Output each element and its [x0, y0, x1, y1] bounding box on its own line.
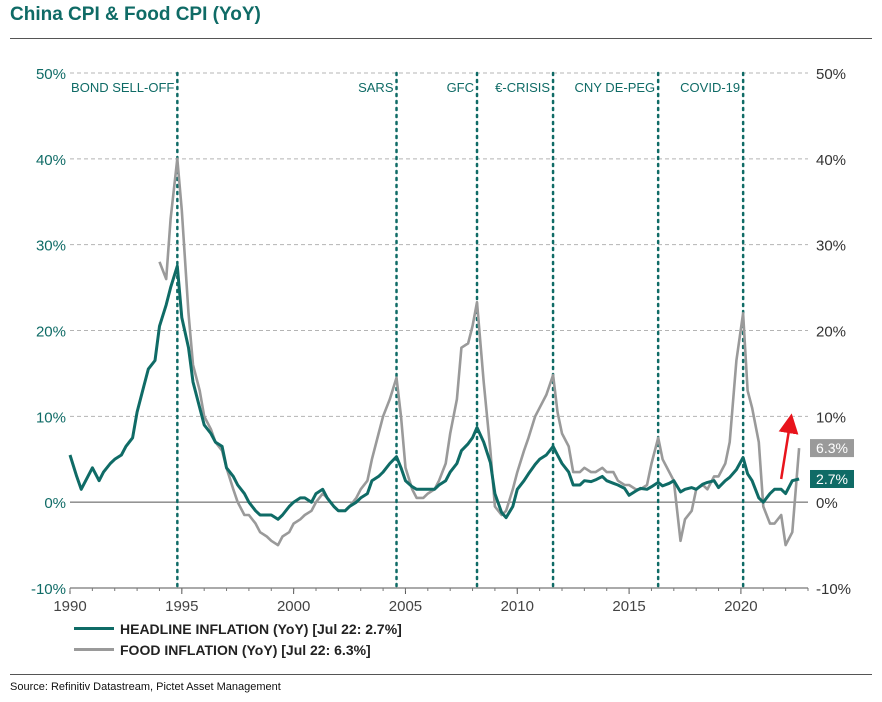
x-tick-label: 2010: [501, 598, 534, 615]
y-tick-label-left: 0%: [44, 495, 66, 512]
event-label: CNY DE-PEG: [574, 80, 655, 95]
x-tick-label: 1990: [53, 598, 86, 615]
chart-svg: -10% -10% 0% 0% 10% 10% 20% 20% 30% 30% 40% 40% 50% 5…: [31, 66, 854, 615]
headline-end-label: 2.7%: [816, 471, 848, 487]
y-tick-label-right: 50%: [816, 66, 846, 83]
legend-swatch-headline: [74, 627, 114, 630]
trend-arrow: [778, 413, 799, 480]
y-tick-label-right: 0%: [816, 495, 838, 512]
event-label: BOND SELL-OFF: [71, 80, 174, 95]
legend-label-headline: HEADLINE INFLATION (YoY) [Jul 22: 2.7%]: [120, 620, 402, 637]
x-tick-label: 2005: [389, 598, 422, 615]
chart-title: China CPI & Food CPI (YoY): [10, 4, 261, 25]
y-tick-label-left: 50%: [36, 66, 66, 83]
y-tick-label-right: 10%: [816, 409, 846, 426]
legend-item-food: FOOD INFLATION (YoY) [Jul 22: 6.3%]: [74, 639, 402, 660]
event-label: SARS: [358, 80, 394, 95]
title-divider: [10, 38, 872, 39]
legend-label-food: FOOD INFLATION (YoY) [Jul 22: 6.3%]: [120, 641, 371, 658]
source-note: Source: Refinitiv Datastream, Pictet Ass…: [10, 681, 281, 693]
series-lines: [68, 157, 801, 547]
y-tick-label-right: 30%: [816, 238, 846, 255]
y-tick-label-right: 40%: [816, 152, 846, 169]
x-tick-label: 1995: [165, 598, 198, 615]
x-tick-label: 2000: [277, 598, 310, 615]
source-divider: [10, 674, 872, 675]
end-value-labels: 6.3% 2.7%: [810, 439, 854, 488]
legend-swatch-food: [74, 648, 114, 651]
headline-inflation-line: [68, 264, 800, 521]
legend-item-headline: HEADLINE INFLATION (YoY) [Jul 22: 2.7%]: [74, 618, 402, 639]
event-label: COVID-19: [680, 80, 740, 95]
event-label: €-CRISIS: [495, 80, 550, 95]
y-tick-label-left: -10%: [31, 581, 66, 598]
headline-end-label-box: [810, 469, 854, 488]
x-tick-label: 2015: [612, 598, 645, 615]
y-tick-label-right: -10%: [816, 581, 851, 598]
axes: -10% -10% 0% 0% 10% 10% 20% 20% 30% 30% 40% 40% 50% 5…: [31, 66, 851, 615]
food-end-label: 6.3%: [816, 440, 848, 456]
red-trend-arrow: [778, 413, 799, 480]
y-tick-label-right: 20%: [816, 324, 846, 341]
legend: HEADLINE INFLATION (YoY) [Jul 22: 2.7%] …: [74, 618, 402, 660]
y-tick-label-left: 30%: [36, 238, 66, 255]
y-tick-label-left: 40%: [36, 152, 66, 169]
food-end-label-box: [810, 439, 854, 458]
food-inflation-line: [158, 157, 801, 547]
grid-lines: [70, 72, 808, 503]
x-tick-label: 2020: [724, 598, 757, 615]
event-label: GFC: [447, 80, 474, 95]
y-tick-label-left: 10%: [36, 409, 66, 426]
y-tick-label-left: 20%: [36, 324, 66, 341]
